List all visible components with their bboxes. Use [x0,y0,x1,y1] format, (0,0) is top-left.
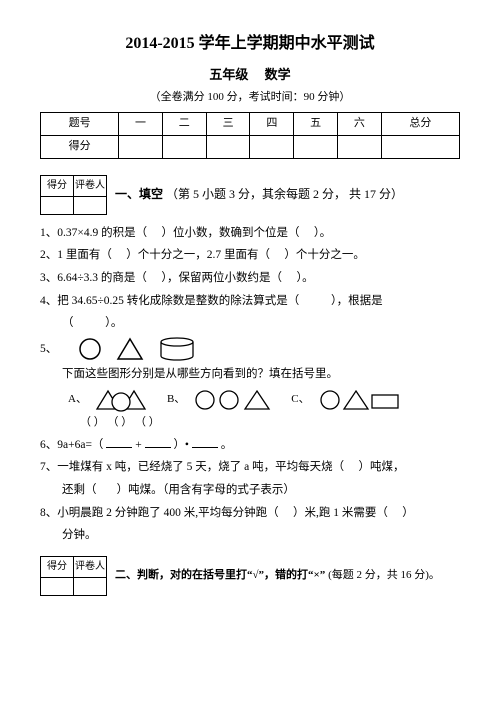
mini-c1: 得分 [41,175,74,196]
question-5: 5、 [40,336,460,362]
q6-c: 。 [221,439,233,451]
opt-c-label: C、 [291,390,309,410]
q8-a: 8、小明晨跑 2 分钟跑了 400 米,平均每分钟跑（ [40,507,279,519]
question-2: 2、1 里面有（ ）个十分之一，2.7 里面有（ ）个十分之一。 [40,245,460,266]
q7-b: ）吨煤， [358,461,404,473]
question-4b: （ ）。 [40,313,460,334]
cell [294,135,338,158]
cell [250,135,294,158]
th-4: 四 [250,112,294,135]
cell [119,135,163,158]
question-8: 8、小明晨跑 2 分钟跑了 400 米,平均每分钟跑（ ）米,跑 1 米需要（ … [40,503,460,524]
grader-table: 得分评卷人 [40,175,107,215]
cell [74,577,107,595]
q2-c: ）个十分之一。 [284,249,365,261]
subject-label: 数学 [265,67,291,82]
subtitle: 五年级 数学 [40,63,460,86]
section-2-note: (每题 2 分，共 16 分)。 [328,569,440,581]
section-1-row: 得分评卷人 一、填空 （第 5 小题 3 分，其余每题 2 分， 共 17 分） [40,175,460,215]
circle-icon [77,336,103,362]
mini2-c2: 评卷人 [74,556,107,577]
section-1-note: （第 5 小题 3 分，其余每题 2 分， 共 17 分） [166,187,403,201]
th-6: 六 [337,112,381,135]
section-2-head: 二、判断，对的在括号里打“√”，错的打“×” [115,569,325,581]
q6-a: 6、9a+6a=（ [40,439,103,451]
cell [337,135,381,158]
opt-a-shapes-icon [95,387,147,413]
question-1: 1、0.37×4.9 的积是（ ）位小数，数确到个位是（ ）。 [40,223,460,244]
th-2: 二 [162,112,206,135]
cell [41,196,74,214]
cell [74,196,107,214]
opt-b-shapes-icon [193,387,271,413]
q7-a: 7、一堆煤有 x 吨，已经烧了 5 天，烧了 a 吨，平均每天烧（ [40,461,344,473]
th-5: 五 [294,112,338,135]
blank [192,436,218,448]
blank [106,436,132,448]
q6-mid: + [135,439,142,451]
exam-meta: （全卷满分 100 分，考试时间：90 分钟） [40,88,460,108]
q4-c: （ [62,317,74,329]
question-4: 4、把 34.65÷0.25 转化成除数是整数的除法算式是（ ），根据是 [40,291,460,312]
opt-b-label: B、 [167,390,185,410]
score-table: 题号 一 二 三 四 五 六 总分 得分 [40,112,460,159]
triangle-icon [115,336,145,362]
q4-b: ），根据是 [331,295,383,307]
table-row: 得分 [41,135,460,158]
mini-c2: 评卷人 [74,175,107,196]
cell [206,135,250,158]
q7-d: ）吨煤。（用含有字母的式子表示） [117,484,295,496]
q8-c: ） [402,507,414,519]
q3-c: ）。 [296,272,313,284]
q4-a: 4、把 34.65÷0.25 转化成除数是整数的除法算式是（ [40,295,299,307]
q1-c: ）。 [314,227,331,239]
cylinder-icon [157,336,197,362]
th-3: 三 [206,112,250,135]
section-2-row: 得分评卷人 二、判断，对的在括号里打“√”，错的打“×” (每题 2 分，共 1… [40,556,460,596]
section-2-text: 二、判断，对的在括号里打“√”，错的打“×” (每题 2 分，共 16 分)。 [115,566,440,586]
q2-b: ）个十分之一，2.7 里面有（ [126,249,270,261]
cell [381,135,459,158]
page-title: 2014-2015 学年上学期期中水平测试 [40,30,460,59]
q2-a: 2、1 里面有（ [40,249,112,261]
section-1-text: 一、填空 （第 5 小题 3 分，其余每题 2 分， 共 17 分） [115,184,403,206]
grader-table-2: 得分评卷人 [40,556,107,596]
question-8b: 分钟。 [40,525,460,546]
q3-a: 3、6.64÷3.3 的商是（ [40,272,147,284]
q1-b: ）位小数，数确到个位是（ [162,227,300,239]
opt-a-label: A、 [68,390,87,410]
mini2-c1: 得分 [41,556,74,577]
th-7: 总分 [381,112,459,135]
cell [162,135,206,158]
q5-a: 5、 [40,339,57,360]
question-5-text: 下面这些图形分别是从哪些方向看到的？填在括号里。 [40,364,460,385]
option-row: A、 B、 C、 [40,387,460,413]
row2-label: 得分 [41,135,119,158]
section-1-head: 一、填空 [115,187,163,201]
q1-a: 1、0.37×4.9 的积是（ [40,227,147,239]
th-0: 题号 [41,112,119,135]
q3-b: ），保留两位小数约是（ [161,272,282,284]
q4-d: ）。 [105,317,122,329]
grade-label: 五年级 [209,67,248,82]
th-1: 一 [119,112,163,135]
q8-b: ）米,跑 1 米需要（ [293,507,388,519]
question-6: 6、9a+6a=（ + ）• 。 [40,435,460,456]
cell [41,577,74,595]
question-7: 7、一堆煤有 x 吨，已经烧了 5 天，烧了 a 吨，平均每天烧（ ）吨煤， [40,457,460,478]
question-3: 3、6.64÷3.3 的商是（ ），保留两位小数约是（ ）。 [40,268,460,289]
table-row: 题号 一 二 三 四 五 六 总分 [41,112,460,135]
blank [145,436,171,448]
option-parens: （ ） （ ） （ ） [40,413,460,433]
q6-b: ）• [173,439,189,451]
question-7b: 还剩（ ）吨煤。（用含有字母的式子表示） [40,480,460,501]
q7-c: 还剩（ [62,484,97,496]
opt-c-shapes-icon [318,387,402,413]
